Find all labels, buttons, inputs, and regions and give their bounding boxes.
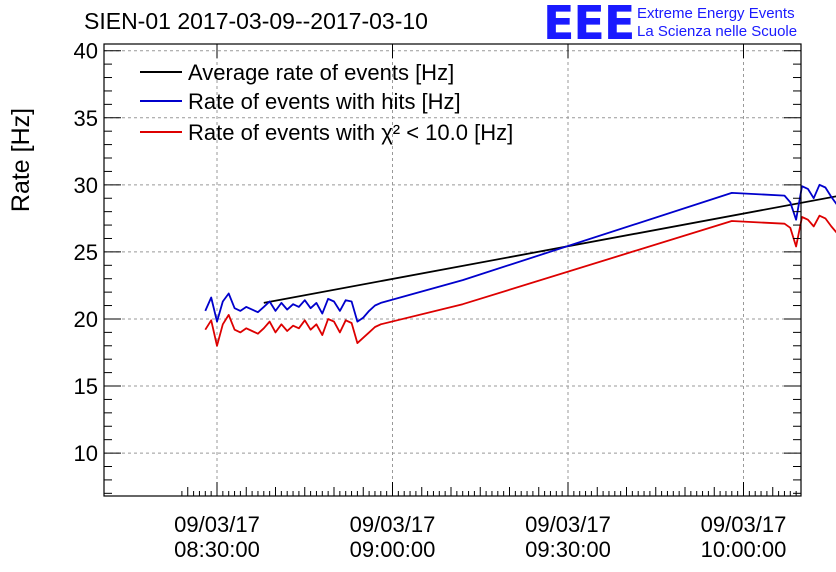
eee-logo-icon: EEE <box>543 0 635 50</box>
y-tick-label: 15 <box>74 374 98 399</box>
grid-lines <box>104 44 801 496</box>
page-title: SIEN-01 2017-03-09--2017-03-10 <box>84 8 428 34</box>
y-tick-label: 40 <box>74 39 98 64</box>
series-line-1 <box>263 195 836 304</box>
y-tick-label: 35 <box>74 106 98 131</box>
series-line-2 <box>204 183 836 323</box>
series-line-3 <box>204 214 836 347</box>
logo-line-2: La Scienza nelle Scuole <box>637 23 798 40</box>
series-layer <box>204 183 836 347</box>
legend-label-2: Rate of events with hits [Hz] <box>188 89 461 114</box>
y-axis-label: Rate [Hz] <box>7 108 35 212</box>
y-tick-label: 10 <box>74 441 98 466</box>
legend-label-3: Rate of events with χ² < 10.0 [Hz] <box>188 120 513 145</box>
y-axis: 10 15 20 25 30 35 40 <box>74 39 801 494</box>
y-tick-label: 20 <box>74 307 98 332</box>
x-tick-time: 08:30:00 <box>174 537 260 562</box>
logo-line-1: Extreme Energy Events <box>637 5 795 22</box>
x-tick-time: 09:00:00 <box>350 537 436 562</box>
y-tick-label: 25 <box>74 240 98 265</box>
x-tick-date: 09/03/17 <box>350 512 436 537</box>
y-tick-label: 30 <box>74 173 98 198</box>
x-tick-date: 09/03/17 <box>174 512 260 537</box>
legend: Average rate of events [Hz] Rate of event… <box>140 60 513 145</box>
x-tick-date: 09/03/17 <box>525 512 611 537</box>
x-tick-date: 09/03/17 <box>701 512 787 537</box>
x-axis: 09/03/1708:30:0009/03/1709:00:0009/03/17… <box>174 44 797 562</box>
legend-label-1: Average rate of events [Hz] <box>188 60 454 85</box>
plot-frame <box>103 43 802 497</box>
x-tick-time: 10:00:00 <box>701 537 787 562</box>
x-tick-time: 09:30:00 <box>525 537 611 562</box>
